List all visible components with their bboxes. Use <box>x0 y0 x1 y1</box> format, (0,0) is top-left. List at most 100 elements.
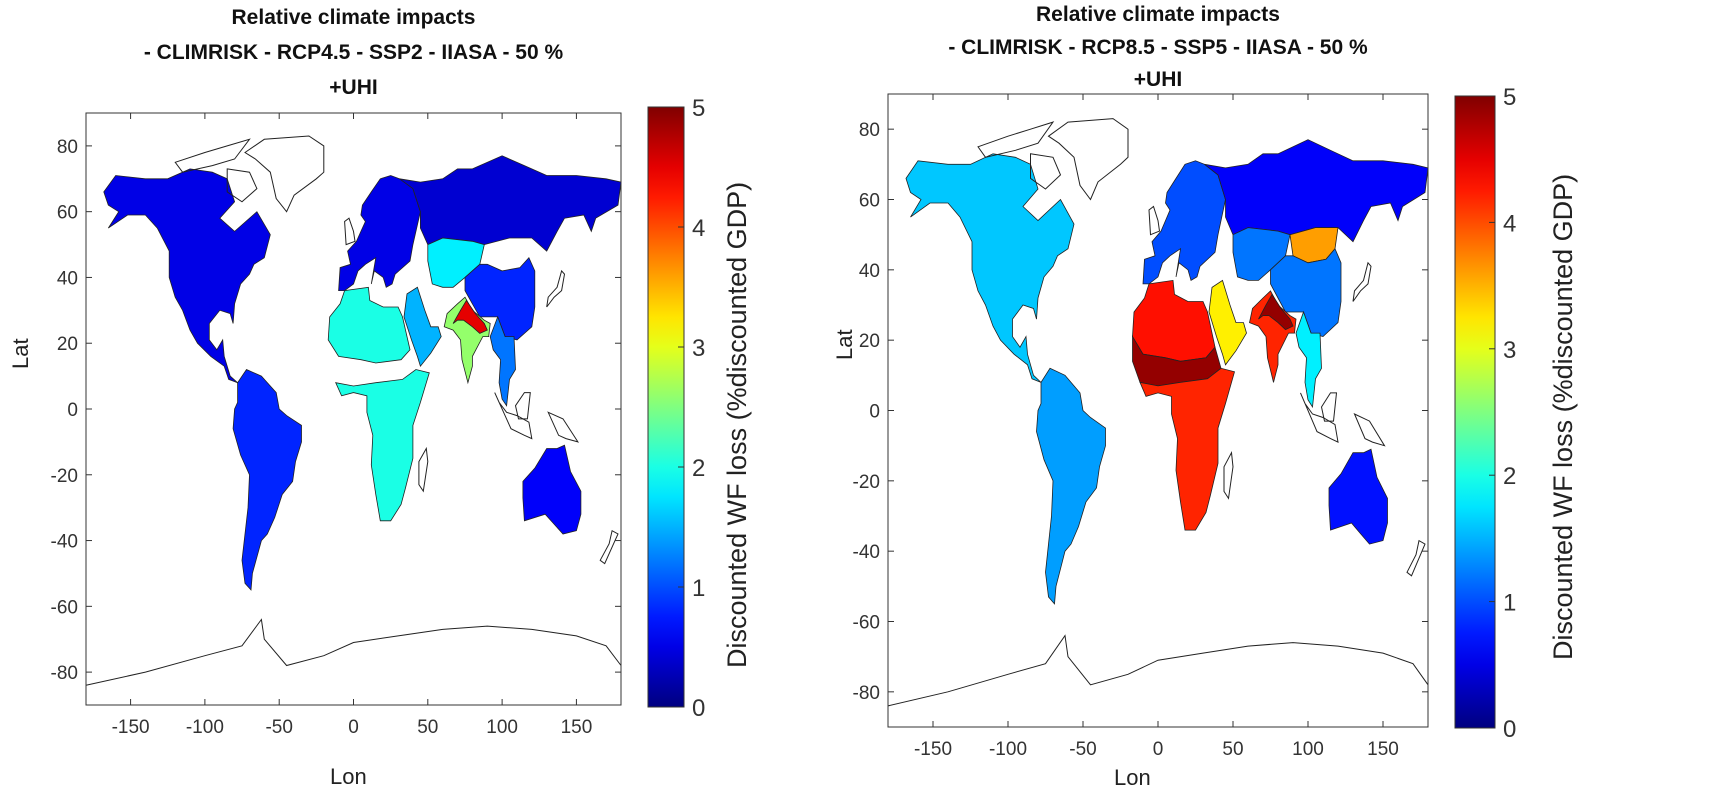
right-outline-canadian-islands- <box>1030 153 1062 190</box>
left-colorbar-tick-label: 1 <box>692 575 705 602</box>
right-region-indus-ganges <box>1258 293 1294 331</box>
left-x-tick-label: 150 <box>561 717 593 738</box>
left-colorbar-tick-label: 4 <box>692 215 705 242</box>
left-y-tick-label: 60 <box>57 203 78 224</box>
right-y-tick-label: 60 <box>859 191 880 212</box>
left-colorbar-tick-label: 5 <box>692 95 705 122</box>
left-outline-indonesia <box>494 392 533 440</box>
left-map-svg: -150 -100 -50 0 50 100 150806040200-20-40-60-8… <box>51 95 706 738</box>
left-y-tick-label: 20 <box>57 334 78 355</box>
left-x-tick-label: 0 <box>348 717 359 738</box>
right-outline-japan <box>1352 261 1372 302</box>
right-y-tick-label: -60 <box>853 613 880 634</box>
right-region-china <box>1270 247 1342 338</box>
left-region-china <box>464 256 536 341</box>
right-region-sub-saharan-africa <box>1139 367 1235 531</box>
right-axes-box <box>887 93 1429 728</box>
left-x-tick-label: -150 <box>112 717 150 738</box>
right-x-tick-label: 150 <box>1367 739 1399 760</box>
left-title-line-2: - CLIMRISK - RCP4.5 - SSP2 - IIASA - 50 … <box>143 41 564 64</box>
right-colorbar <box>1454 95 1496 729</box>
left-y-tick-label: 0 <box>67 400 78 421</box>
right-colorbar-tick-label: 1 <box>1503 590 1516 617</box>
right-title-line-3: +UHI <box>1133 68 1183 91</box>
left-outline-new-guinea <box>547 411 580 443</box>
left-region-southeast-asia <box>489 315 516 407</box>
left-x-tick-label: -50 <box>265 717 292 738</box>
left-outline-new-zealand <box>599 529 619 565</box>
right-x-tick-label: 0 <box>1153 739 1164 760</box>
right-y-tick-label: 20 <box>859 331 880 352</box>
right-y-axis-label: Lat <box>832 329 857 360</box>
right-colorbar-tick-label: 0 <box>1503 716 1516 743</box>
right-title-line-2: - CLIMRISK - RCP8.5 - SSP5 - IIASA - 50 … <box>948 36 1368 59</box>
left-y-tick-label: -20 <box>51 466 78 487</box>
right-y-tick-label: 80 <box>859 120 880 141</box>
right-x-axis-label: Lon <box>1114 765 1151 790</box>
left-outline-borneo <box>514 392 531 420</box>
left-region-australia <box>522 444 582 535</box>
right-outline-antarctica <box>887 634 1429 707</box>
right-x-tick-label: 100 <box>1292 739 1324 760</box>
right-outline-canadian-islands- <box>977 121 1055 158</box>
right-outline-madagascar <box>1223 451 1234 500</box>
left-region-south-america <box>232 368 302 591</box>
right-y-tick-label: -80 <box>853 683 880 704</box>
right-y-tick-label: -20 <box>853 472 880 493</box>
left-colorbar-tick-label: 0 <box>692 695 705 722</box>
left-x-tick-label: 100 <box>486 717 518 738</box>
right-region-arabia <box>1208 279 1247 366</box>
left-outline-uk <box>344 217 356 246</box>
left-outline-antarctica <box>85 618 622 686</box>
left-x-tick-label: 50 <box>417 717 438 738</box>
right-y-tick-label: 40 <box>859 261 880 282</box>
left-y-tick-label: 80 <box>57 137 78 158</box>
right-colorbar-label: Discounted WF loss (%discounted GDP) <box>1548 173 1578 660</box>
right-outline-new-zealand <box>1406 539 1426 577</box>
right-outline-new-guinea <box>1353 412 1386 447</box>
right-colorbar-tick-label: 5 <box>1503 84 1516 111</box>
right-region-central-asia <box>1232 227 1291 281</box>
right-region-sahel <box>1132 335 1222 387</box>
left-region-russia-siberia <box>399 155 622 252</box>
right-region-australia <box>1328 448 1388 545</box>
right-outline-greenland <box>1047 118 1129 201</box>
right-x-tick-label: 50 <box>1222 739 1243 760</box>
right-y-tick-label: -40 <box>853 542 880 563</box>
right-region-mongolia <box>1289 227 1339 264</box>
left-x-axis-label: Lon <box>330 764 367 789</box>
right-region-india-pakistan <box>1249 290 1297 383</box>
left-outline-japan <box>546 269 566 308</box>
right-x-tick-label: -100 <box>989 739 1027 760</box>
left-region-europe <box>338 175 421 292</box>
right-region-europe <box>1142 160 1226 285</box>
left-colorbar-tick-label: 3 <box>692 335 705 362</box>
left-region-arabia <box>403 286 442 368</box>
left-outline-madagascar <box>418 446 429 493</box>
right-region-russia-siberia <box>1204 139 1429 243</box>
right-x-tick-label: -50 <box>1069 739 1096 760</box>
right-outline-uk <box>1148 205 1161 236</box>
left-region-indus-ganges <box>452 299 488 334</box>
right-colorbar-tick-label: 2 <box>1503 463 1516 490</box>
left-y-tick-label: -40 <box>51 532 78 553</box>
left-y-tick-label: -80 <box>51 663 78 684</box>
left-y-tick-label: -60 <box>51 597 78 618</box>
right-region-north-america <box>905 153 1075 383</box>
right-colorbar-tick-label: 4 <box>1503 210 1516 237</box>
left-outline-greenland <box>244 135 325 213</box>
right-colorbar-tick-label: 3 <box>1503 337 1516 364</box>
left-x-tick-label: -100 <box>186 717 224 738</box>
right-x-tick-label: -150 <box>914 739 952 760</box>
left-colorbar <box>647 106 685 708</box>
left-region-north-africa-sahara <box>327 286 411 364</box>
left-outline-canadian-islands- <box>226 168 258 203</box>
left-title-line-3: +UHI <box>329 76 378 99</box>
right-region-south-america <box>1036 367 1106 605</box>
left-y-tick-label: 40 <box>57 268 78 289</box>
left-title-line-1: Relative climate impacts <box>231 6 476 29</box>
right-title-line-1: Relative climate impacts <box>1036 3 1280 26</box>
right-region-southeast-asia <box>1295 310 1322 409</box>
right-region-north-africa-sahara <box>1132 279 1216 362</box>
left-region-north-america <box>103 168 271 384</box>
